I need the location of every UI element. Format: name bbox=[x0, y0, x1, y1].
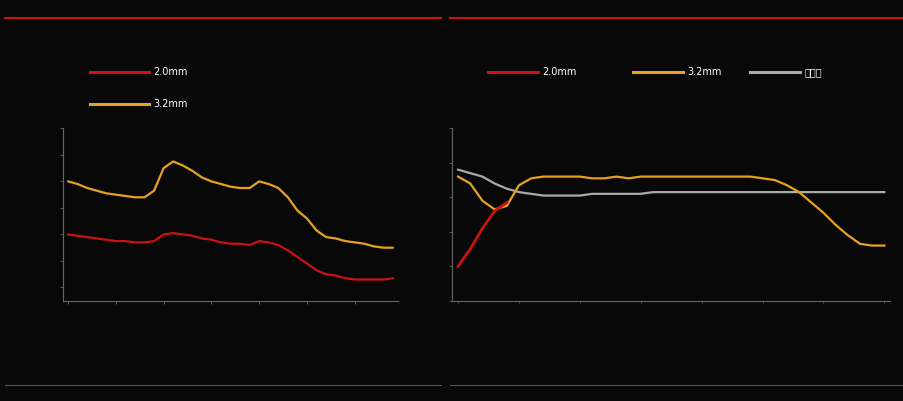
Text: 3.2mm: 3.2mm bbox=[154, 99, 188, 109]
Text: 3.2mm: 3.2mm bbox=[686, 67, 721, 77]
Text: 2.0mm: 2.0mm bbox=[154, 67, 188, 77]
Text: 2.0mm: 2.0mm bbox=[542, 67, 576, 77]
Text: 开工率: 开工率 bbox=[804, 67, 821, 77]
